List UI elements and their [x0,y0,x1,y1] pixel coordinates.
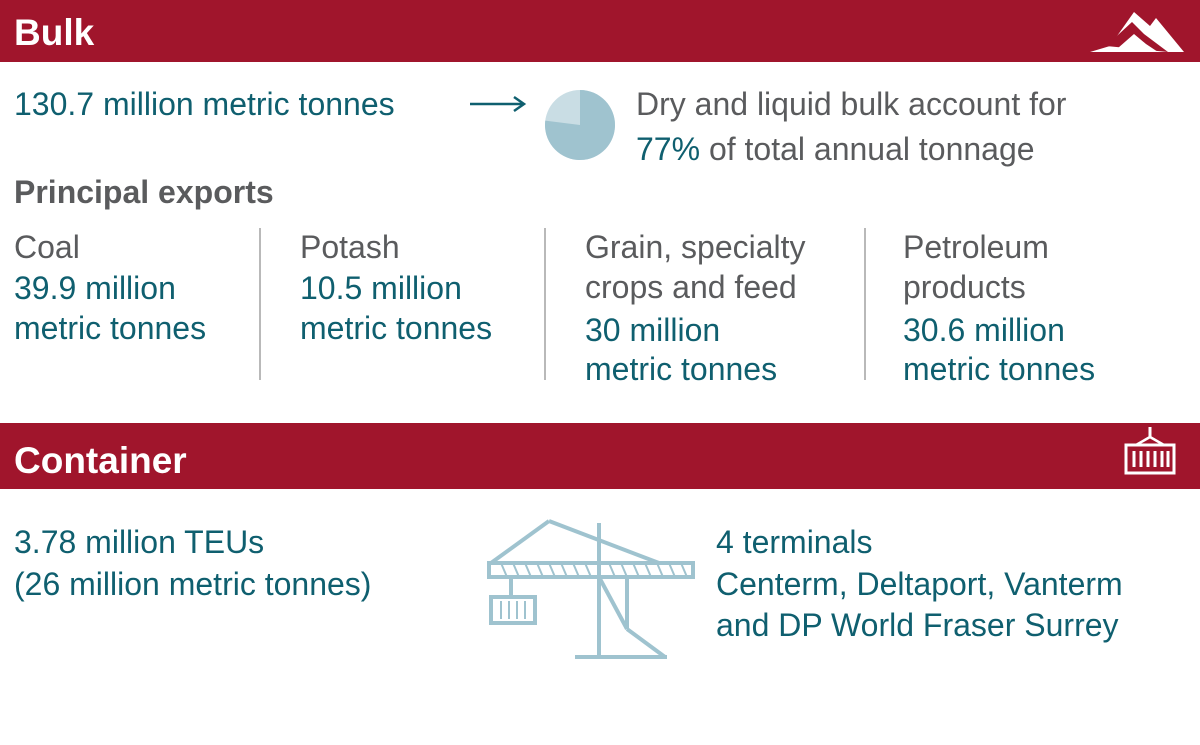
bulk-mountain-icon [1090,12,1184,52]
terminals-names-line1: Centerm, Deltaport, Vanterm [716,566,1123,602]
bulk-share-line2: 77% of total annual tonnage [636,129,1035,170]
export-value-petroleum-line1: 30.6 million [903,312,1065,348]
container-title: Container [14,440,187,481]
bulk-tonnage: 130.7 million metric tonnes [14,86,395,122]
export-value-potash-line2: metric tonnes [300,310,493,346]
container-crane-icon [487,519,695,659]
principal-exports-heading: Principal exports [14,174,274,210]
export-name-petroleum-line1: Petroleum [903,229,1049,265]
bulk-header-band [0,0,1200,62]
export-value-potash-line1: 10.5 million [300,270,462,306]
arrow-right-icon [470,95,527,113]
column-divider [864,228,866,380]
export-name-coal: Coal [14,229,80,265]
export-value-petroleum-line2: metric tonnes [903,351,1096,387]
column-divider [259,228,261,380]
export-value-coal-line2: metric tonnes [14,310,207,346]
export-name-potash: Potash [300,229,400,265]
terminals-names-line2: and DP World Fraser Surrey [716,607,1119,643]
container-teus: 3.78 million TEUs [14,524,265,560]
container-tonnes: (26 million metric tonnes) [14,566,372,602]
shipping-container-icon [1124,427,1176,475]
export-value-grain-line2: metric tonnes [585,351,778,387]
export-value-coal-line1: 39.9 million [14,270,176,306]
bulk-share-percent: 77% [636,131,701,167]
export-name-grain-line1: Grain, specialty [585,229,806,265]
bulk-share-line1: Dry and liquid bulk account for [636,86,1067,122]
bulk-share-line2-rest: of total annual tonnage [700,131,1035,167]
column-divider [544,228,546,380]
export-name-grain-line2: crops and feed [585,269,797,305]
terminals-count: 4 terminals [716,524,873,560]
container-header-band [0,423,1200,489]
bulk-share-pie-chart [545,90,615,160]
bulk-title: Bulk [14,12,95,53]
pie-slice-bulk-share [545,90,615,160]
export-value-grain-line1: 30 million [585,312,721,348]
export-name-petroleum-line2: products [903,269,1026,305]
